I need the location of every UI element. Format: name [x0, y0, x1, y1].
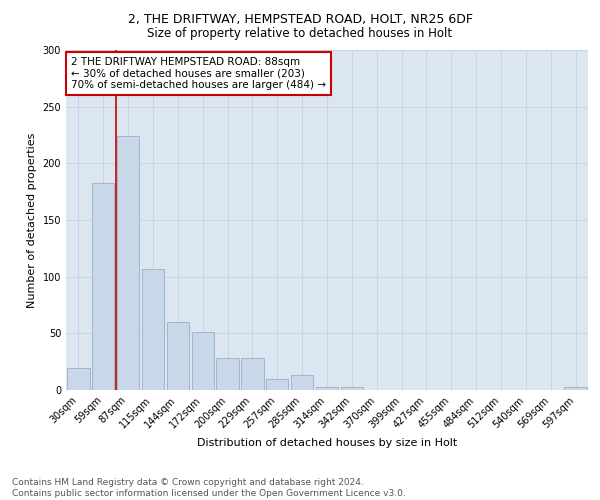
Text: Size of property relative to detached houses in Holt: Size of property relative to detached ho… — [148, 28, 452, 40]
Bar — [67, 368, 89, 390]
Bar — [565, 386, 587, 390]
Bar — [241, 358, 263, 390]
Bar — [266, 378, 289, 390]
Bar — [291, 376, 313, 390]
X-axis label: Distribution of detached houses by size in Holt: Distribution of detached houses by size … — [197, 438, 457, 448]
Text: 2 THE DRIFTWAY HEMPSTEAD ROAD: 88sqm
← 30% of detached houses are smaller (203)
: 2 THE DRIFTWAY HEMPSTEAD ROAD: 88sqm ← 3… — [71, 57, 326, 90]
Bar — [341, 386, 363, 390]
Bar — [117, 136, 139, 390]
Text: 2, THE DRIFTWAY, HEMPSTEAD ROAD, HOLT, NR25 6DF: 2, THE DRIFTWAY, HEMPSTEAD ROAD, HOLT, N… — [128, 12, 473, 26]
Bar — [316, 386, 338, 390]
Bar — [92, 182, 115, 390]
Y-axis label: Number of detached properties: Number of detached properties — [27, 132, 37, 308]
Bar — [191, 332, 214, 390]
Bar — [142, 268, 164, 390]
Bar — [217, 358, 239, 390]
Bar — [167, 322, 189, 390]
Text: Contains HM Land Registry data © Crown copyright and database right 2024.
Contai: Contains HM Land Registry data © Crown c… — [12, 478, 406, 498]
